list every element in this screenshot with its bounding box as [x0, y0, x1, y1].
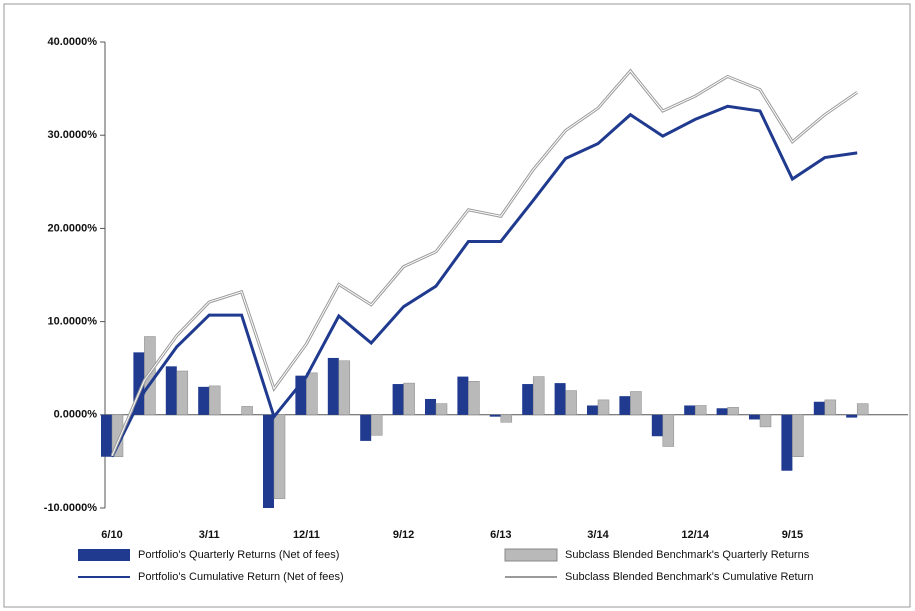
bar — [781, 414, 793, 471]
bar — [392, 384, 404, 415]
y-tick-label: 30.0000% — [47, 129, 97, 141]
x-tick-label: 3/14 — [587, 529, 609, 541]
bar — [338, 360, 351, 416]
bar — [619, 396, 631, 415]
legend-label: Subclass Blended Benchmark's Cumulative … — [565, 571, 814, 583]
bar — [500, 414, 513, 423]
line — [110, 104, 858, 458]
bar — [457, 376, 469, 415]
y-tick-label: 20.0000% — [47, 222, 97, 234]
bar — [165, 366, 177, 415]
bar — [749, 414, 760, 420]
bar — [716, 408, 728, 415]
legend-label: Portfolio's Quarterly Returns (Net of fe… — [138, 549, 339, 561]
line — [110, 68, 859, 457]
bar — [425, 398, 436, 415]
bar — [522, 384, 534, 415]
bar — [435, 403, 448, 416]
bar — [306, 372, 318, 416]
bar — [176, 370, 189, 416]
bar — [651, 414, 663, 437]
legend-label: Portfolio's Cumulative Return (Net of fe… — [138, 571, 344, 583]
bar — [856, 403, 869, 416]
y-tick-label: -10.0000% — [44, 502, 97, 514]
bar — [241, 406, 253, 416]
bar — [489, 414, 501, 417]
bar — [101, 414, 112, 457]
bar — [587, 405, 598, 415]
bar — [208, 385, 221, 416]
bar — [403, 382, 415, 416]
x-tick-label: 12/11 — [293, 529, 320, 541]
x-tick-label: 12/14 — [681, 529, 709, 541]
bar — [327, 357, 339, 415]
bar — [597, 399, 610, 416]
bar — [133, 352, 145, 415]
bar — [759, 414, 772, 428]
y-tick-label: 10.0000% — [47, 316, 97, 328]
x-tick-label: 6/13 — [490, 529, 511, 541]
line-inner — [111, 70, 858, 457]
legend-swatch — [78, 549, 130, 561]
bar — [263, 414, 274, 508]
x-tick-label: 6/10 — [101, 529, 122, 541]
y-tick-label: 0.0000% — [54, 409, 98, 421]
bar — [565, 390, 577, 416]
bar — [198, 386, 210, 415]
bar — [824, 399, 837, 416]
x-tick-label: 9/15 — [782, 529, 803, 541]
bar — [360, 414, 372, 441]
x-tick-label: 9/12 — [393, 529, 414, 541]
bar — [468, 380, 480, 416]
bar — [684, 405, 696, 415]
bar — [554, 383, 566, 415]
bar — [694, 405, 707, 416]
bar — [792, 414, 804, 457]
bar — [662, 414, 675, 447]
frame — [3, 3, 911, 608]
bar — [370, 414, 383, 436]
bar — [630, 391, 642, 416]
bar — [727, 407, 739, 416]
legend-swatch — [504, 548, 558, 562]
bar — [273, 414, 286, 499]
x-tick-label: 3/11 — [199, 529, 220, 541]
bar — [532, 376, 545, 416]
y-tick-label: 40.0000% — [47, 36, 97, 48]
legend-label: Subclass Blended Benchmark's Quarterly R… — [565, 549, 810, 561]
bar — [295, 375, 307, 415]
bar — [813, 401, 825, 415]
bar — [846, 414, 858, 418]
